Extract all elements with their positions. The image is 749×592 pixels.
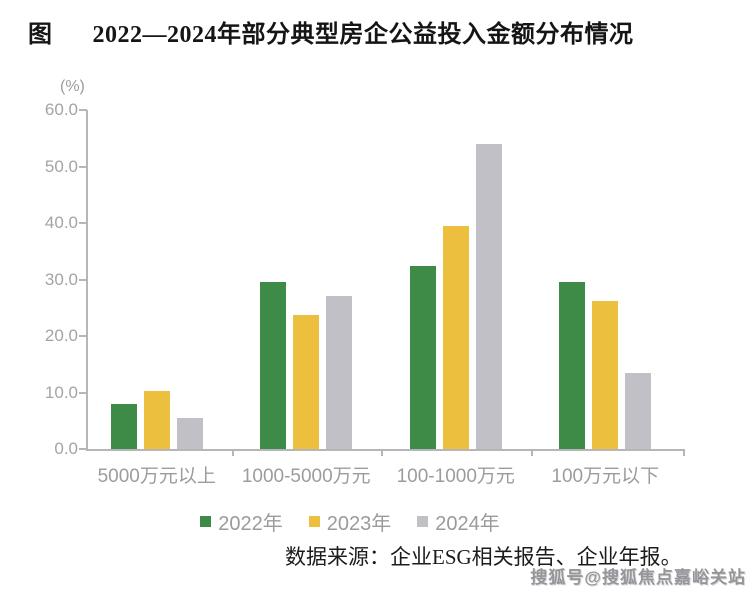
- y-tick-label: 30.0: [44, 269, 78, 289]
- y-tick-mark: [79, 278, 87, 281]
- y-axis-line: [86, 110, 88, 451]
- x-tick-mark: [381, 449, 383, 456]
- y-tick-mark: [79, 448, 87, 450]
- y-tick-label: 10.0: [44, 382, 78, 402]
- bar-2023年-100-1000万元: [443, 226, 469, 449]
- x-tick-mark: [683, 449, 685, 456]
- category-label: 100万元以下: [551, 466, 660, 487]
- bar-2023年-100万元以下: [592, 301, 618, 449]
- legend-label: 2024年: [435, 513, 500, 535]
- category-label: 100-1000万元: [396, 466, 515, 487]
- chart-title: 图 2022—2024年部分典型房企公益投入金额分布情况: [28, 14, 728, 49]
- legend-item-2023年: 2023年: [308, 507, 392, 536]
- chart-title-prefix: 图: [28, 22, 53, 48]
- watermark-text: 搜狐号@搜狐焦点嘉峪关站: [530, 568, 746, 587]
- bar-2022年-100万元以下: [559, 282, 585, 449]
- legend-marker-square: [417, 516, 429, 527]
- category-label: 5000万元以上: [97, 466, 216, 487]
- bar-2023年-1000-5000万元: [293, 315, 319, 449]
- x-axis-line: [86, 449, 685, 451]
- bar-2022年-100-1000万元: [410, 266, 436, 449]
- y-tick-mark: [79, 222, 87, 224]
- legend-marker-square: [200, 516, 212, 527]
- legend-label: 2023年: [326, 513, 392, 535]
- x-tick-mark: [530, 449, 533, 456]
- category-label: 1000-5000万元: [241, 466, 371, 487]
- legend: 2022年 2023年 2024年: [0, 507, 700, 536]
- bar-2024年-100-1000万元: [476, 144, 502, 449]
- bar-2024年-100万元以下: [625, 373, 651, 449]
- bar-2024年-1000-5000万元: [326, 296, 352, 449]
- legend-item-2024年: 2024年: [417, 507, 500, 536]
- y-tick-mark: [79, 391, 87, 394]
- y-tick-label: 60.0: [44, 100, 78, 119]
- bar-2023年-5000万元以上: [144, 391, 170, 449]
- chart-title-text: 2022—2024年部分典型房企公益投入金额分布情况: [92, 22, 634, 48]
- y-tick-mark: [79, 109, 87, 111]
- y-tick-label: 20.0: [44, 326, 78, 345]
- y-tick-label: 0.0: [54, 439, 78, 458]
- bar-2022年-5000万元以上: [111, 404, 137, 449]
- y-tick-label: 40.0: [44, 213, 78, 232]
- data-source-note: 数据来源：企业ESG相关报告、企业年报。: [285, 545, 682, 569]
- y-axis-unit-label: (%): [60, 78, 85, 95]
- bar-2024年-5000万元以上: [177, 418, 203, 449]
- y-tick-mark: [79, 335, 87, 337]
- x-tick-mark: [231, 449, 234, 456]
- bar-2022年-1000-5000万元: [260, 282, 286, 449]
- legend-marker-square: [308, 516, 320, 527]
- y-tick-label: 50.0: [44, 156, 78, 176]
- y-tick-mark: [79, 165, 87, 168]
- legend-item-2022年: 2022年: [200, 507, 283, 536]
- legend-label: 2022年: [218, 513, 283, 535]
